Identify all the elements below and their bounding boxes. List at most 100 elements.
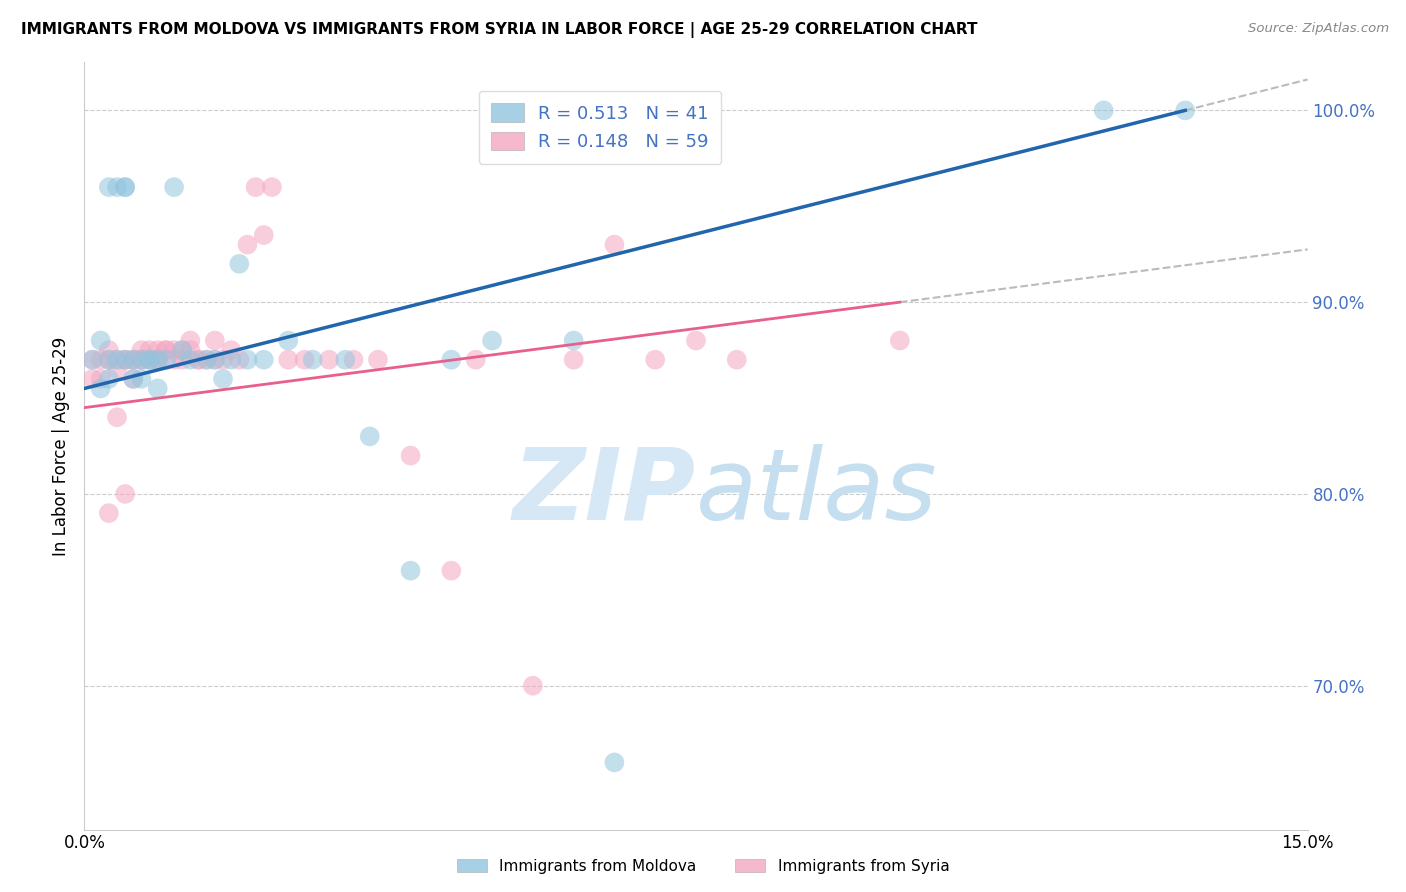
Point: [90, 381, 112, 395]
Point: [277, 352, 299, 367]
Point: [172, 343, 194, 357]
Point: [1092, 103, 1115, 118]
Point: [122, 352, 145, 367]
Point: [359, 429, 381, 443]
Point: [146, 343, 169, 357]
Point: [131, 352, 153, 367]
Point: [82, 372, 104, 386]
Point: [464, 352, 486, 367]
Y-axis label: In Labor Force | Age 25-29: In Labor Force | Age 25-29: [52, 336, 70, 556]
Point: [138, 352, 160, 367]
Point: [179, 343, 201, 357]
Point: [204, 352, 226, 367]
Point: [155, 352, 177, 367]
Point: [440, 352, 463, 367]
Point: [82, 352, 104, 367]
Point: [522, 679, 544, 693]
Legend: R = 0.513   N = 41, R = 0.148   N = 59: R = 0.513 N = 41, R = 0.148 N = 59: [478, 91, 721, 163]
Point: [195, 352, 218, 367]
Point: [105, 180, 128, 194]
Point: [245, 180, 267, 194]
Point: [253, 352, 276, 367]
Point: [97, 343, 120, 357]
Point: [179, 352, 201, 367]
Point: [114, 180, 136, 194]
Point: [562, 334, 585, 348]
Point: [82, 352, 104, 367]
Point: [97, 372, 120, 386]
Point: [146, 352, 169, 367]
Point: [228, 257, 250, 271]
Point: [603, 756, 626, 770]
Point: [342, 352, 364, 367]
Point: [163, 343, 186, 357]
Point: [481, 334, 503, 348]
Point: [294, 352, 316, 367]
Point: [90, 352, 112, 367]
Point: [204, 334, 226, 348]
Point: [114, 487, 136, 501]
Point: [97, 180, 120, 194]
Point: [146, 352, 169, 367]
Point: [105, 410, 128, 425]
Point: [146, 381, 169, 395]
Point: [97, 352, 120, 367]
Point: [644, 352, 666, 367]
Point: [187, 352, 209, 367]
Point: [122, 372, 145, 386]
Point: [219, 352, 242, 367]
Point: [122, 372, 145, 386]
Point: [114, 352, 136, 367]
Point: [399, 564, 422, 578]
Point: [260, 180, 283, 194]
Text: ZIP: ZIP: [513, 443, 696, 541]
Point: [90, 334, 112, 348]
Point: [725, 352, 748, 367]
Point: [131, 372, 153, 386]
Text: atlas: atlas: [696, 443, 938, 541]
Point: [195, 352, 218, 367]
Point: [138, 352, 160, 367]
Point: [335, 352, 357, 367]
Point: [236, 352, 259, 367]
Point: [399, 449, 422, 463]
Point: [163, 180, 186, 194]
Point: [138, 343, 160, 357]
Point: [228, 352, 250, 367]
Point: [155, 343, 177, 357]
Point: [105, 362, 128, 376]
Point: [155, 343, 177, 357]
Point: [138, 352, 160, 367]
Point: [187, 352, 209, 367]
Point: [562, 352, 585, 367]
Point: [114, 352, 136, 367]
Point: [146, 352, 169, 367]
Point: [440, 564, 463, 578]
Point: [236, 237, 259, 252]
Point: [889, 334, 911, 348]
Text: IMMIGRANTS FROM MOLDOVA VS IMMIGRANTS FROM SYRIA IN LABOR FORCE | AGE 25-29 CORR: IMMIGRANTS FROM MOLDOVA VS IMMIGRANTS FR…: [21, 22, 977, 38]
Point: [253, 227, 276, 242]
Point: [163, 352, 186, 367]
Point: [122, 352, 145, 367]
Point: [131, 343, 153, 357]
Point: [97, 352, 120, 367]
Point: [212, 352, 235, 367]
Point: [172, 343, 194, 357]
Point: [685, 334, 707, 348]
Point: [114, 352, 136, 367]
Point: [318, 352, 340, 367]
Point: [301, 352, 323, 367]
Point: [105, 352, 128, 367]
Point: [97, 506, 120, 520]
Point: [105, 352, 128, 367]
Point: [212, 372, 235, 386]
Text: Source: ZipAtlas.com: Source: ZipAtlas.com: [1249, 22, 1389, 36]
Point: [131, 352, 153, 367]
Point: [204, 352, 226, 367]
Point: [219, 343, 242, 357]
Point: [172, 352, 194, 367]
Legend: Immigrants from Moldova, Immigrants from Syria: Immigrants from Moldova, Immigrants from…: [450, 853, 956, 880]
Point: [90, 372, 112, 386]
Point: [131, 352, 153, 367]
